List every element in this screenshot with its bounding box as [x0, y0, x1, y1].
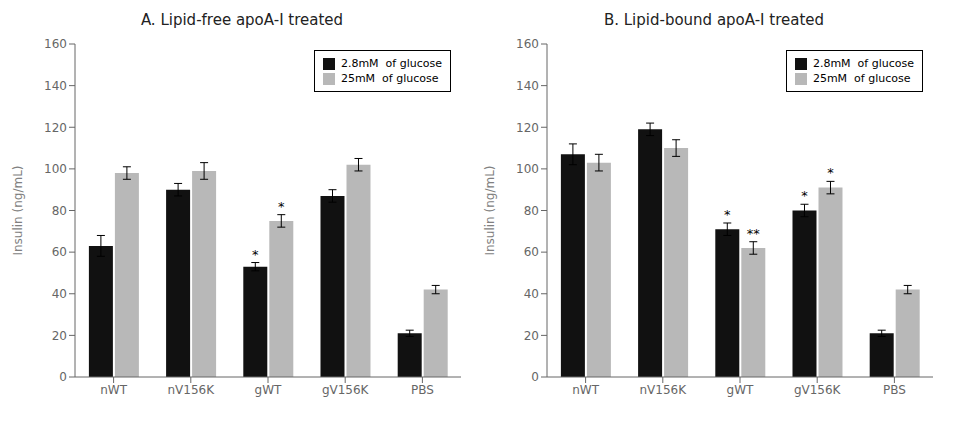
html-text:25mM of glucose: 25mM of glucose — [340, 72, 439, 85]
svg-text:80: 80 — [524, 204, 539, 218]
svg-text:gWT: gWT — [255, 383, 282, 397]
svg-text:*: * — [801, 188, 808, 203]
svg-text:0: 0 — [531, 370, 539, 384]
svg-text:40: 40 — [52, 287, 67, 301]
html-text:2.8mM of glucose: 2.8mM of glucose — [812, 57, 914, 70]
svg-text:gWT: gWT — [727, 383, 754, 397]
svg-text:Insulin (ng/mL): Insulin (ng/mL) — [483, 165, 497, 255]
svg-text:160: 160 — [44, 37, 67, 51]
svg-text:60: 60 — [52, 245, 67, 259]
svg-text:*: * — [827, 165, 834, 180]
svg-text:*: * — [724, 207, 731, 222]
html-text:2.8mM of glucose: 2.8mM of glucose — [340, 57, 442, 70]
svg-text:gV156K: gV156K — [322, 383, 370, 397]
svg-text:20: 20 — [524, 329, 539, 343]
html-text:A. Lipid-free apoA-I treated: A. Lipid-free apoA-I treated — [140, 11, 344, 29]
svg-text:20: 20 — [52, 329, 67, 343]
html-text:B. Lipid-bound apoA-I treated: B. Lipid-bound apoA-I treated — [603, 11, 825, 29]
svg-text:60: 60 — [524, 245, 539, 259]
svg-text:gV156K: gV156K — [794, 383, 842, 397]
svg-text:0: 0 — [59, 370, 67, 384]
svg-text:120: 120 — [44, 121, 67, 135]
svg-text:nWT: nWT — [572, 383, 599, 397]
svg-text:100: 100 — [44, 162, 67, 176]
svg-text:nV156K: nV156K — [640, 383, 688, 397]
svg-text:Insulin (ng/mL): Insulin (ng/mL) — [11, 165, 25, 255]
svg-text:100: 100 — [516, 162, 539, 176]
svg-text:**: ** — [747, 226, 761, 241]
svg-text:nWT: nWT — [100, 383, 127, 397]
svg-text:*: * — [252, 247, 259, 262]
html-text:25mM of glucose: 25mM of glucose — [812, 72, 911, 85]
svg-text:140: 140 — [44, 79, 67, 93]
svg-text:40: 40 — [524, 287, 539, 301]
svg-text:140: 140 — [516, 79, 539, 93]
svg-text:160: 160 — [516, 37, 539, 51]
svg-text:*: * — [278, 199, 285, 214]
svg-text:120: 120 — [516, 121, 539, 135]
svg-text:PBS: PBS — [411, 383, 434, 397]
svg-text:nV156K: nV156K — [168, 383, 216, 397]
svg-text:80: 80 — [52, 204, 67, 218]
svg-text:PBS: PBS — [883, 383, 906, 397]
